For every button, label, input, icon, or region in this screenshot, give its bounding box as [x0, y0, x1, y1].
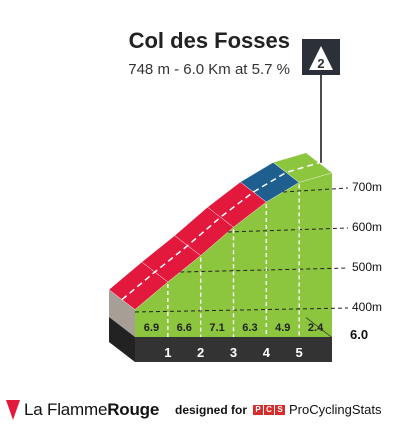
profile-front-face [135, 172, 332, 337]
climb-subtitle: 748 m - 6.0 Km at 5.7 % [128, 61, 290, 78]
profile-base-side [109, 317, 135, 362]
flamme-brand-text: La FlammeRouge [24, 400, 159, 420]
segment-gradient-label: 4.9 [275, 322, 290, 334]
profile-left-side [109, 289, 135, 337]
designed-for-text: designed for [175, 402, 248, 417]
segment-gradient-label: 2.4 [308, 322, 324, 334]
flamme-icon [6, 400, 20, 420]
altitude-tick-label: 700m [352, 180, 382, 194]
altitude-gridline [134, 307, 349, 313]
altitude-tick-label: 400m [352, 300, 382, 314]
profile-base-top-edge [306, 317, 332, 338]
segment-gradient-label: 6.3 [242, 322, 257, 334]
profile-group: 400m 500m 600m 700m 6.9 6.6 7.1 6.3 4.9 2.4 1 2 3 4 5 6… [108, 39, 382, 362]
designed-for-credit: designed for P C S ProCyclingStats [175, 402, 382, 417]
pcs-name-text: ProCyclingStats [289, 402, 382, 417]
segment-gradient-label: 6.9 [144, 322, 159, 334]
altitude-gridline [227, 227, 349, 233]
altitude-gridline [283, 187, 349, 193]
pcs-letter-c: C [264, 404, 275, 415]
profile-base-front [135, 337, 332, 362]
profile-ridge-line [121, 162, 320, 301]
segment-gradient-label: 7.1 [209, 322, 224, 334]
category-badge-number: 2 [317, 56, 324, 71]
climb-title: Col des Fosses [128, 28, 290, 53]
km-label: 1 [164, 345, 171, 360]
pcs-logo-icon: P C S [253, 404, 286, 415]
altitude-tick-label: 500m [352, 260, 382, 274]
category-badge-triangle-icon [309, 46, 333, 70]
km-label: 3 [230, 345, 237, 360]
segment-gradient-label: 6.6 [177, 322, 192, 334]
brand-part1: La Flamme [24, 400, 108, 419]
brand-part2: Rouge [107, 400, 160, 419]
km-label: 4 [263, 345, 271, 360]
la-flamme-rouge-logo: La FlammeRouge [6, 398, 159, 422]
km-label: 5 [296, 345, 303, 360]
altitude-tick-label: 600m [352, 220, 382, 234]
elevation-profile-chart: 400m 500m 600m 700m 6.9 6.6 7.1 6.3 4.9 2.4 1 2 3 4 5 6… [108, 39, 382, 362]
end-distance-label: 6.0 [350, 327, 368, 342]
pcs-letter-p: P [253, 404, 264, 415]
km-label: 2 [197, 345, 204, 360]
pcs-letter-s: S [275, 404, 286, 415]
